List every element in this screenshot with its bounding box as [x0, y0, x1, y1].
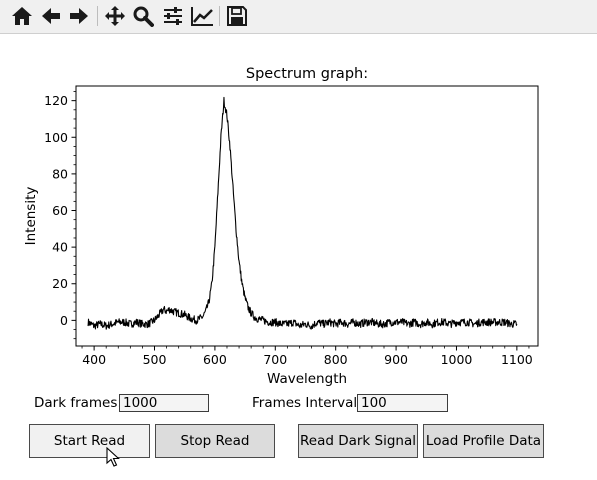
y-tick-label: 20 — [52, 276, 68, 291]
x-tick-label: 600 — [203, 352, 227, 367]
x-tick-label: 700 — [263, 352, 287, 367]
back-arrow-icon[interactable] — [39, 4, 63, 28]
plot-frame — [75, 85, 539, 347]
y-tick-label: 100 — [44, 130, 68, 145]
x-tick-label: 400 — [82, 352, 106, 367]
chart-title: Spectrum graph: — [246, 66, 368, 82]
y-tick-label: 120 — [44, 93, 68, 108]
x-tick-label: 1100 — [501, 352, 533, 367]
dark-frames-label: Dark frames: — [34, 395, 122, 411]
stop-read-button[interactable]: Stop Read — [155, 424, 275, 458]
save-icon[interactable] — [225, 4, 249, 28]
forward-arrow-icon[interactable] — [67, 4, 91, 28]
x-tick-label: 800 — [324, 352, 348, 367]
frames-interval-label: Frames Interval: — [252, 395, 362, 411]
y-tick-label: 0 — [60, 313, 68, 328]
configure-subplots-icon[interactable] — [161, 4, 185, 28]
navigation-toolbar — [0, 0, 597, 34]
y-tick-label: 80 — [52, 166, 68, 181]
spectrum-line — [87, 96, 518, 330]
load-profile-data-button[interactable]: Load Profile Data — [423, 424, 544, 458]
zoom-icon[interactable] — [131, 4, 155, 28]
x-axis-label: Wavelength — [267, 371, 347, 387]
frames-interval-input[interactable] — [357, 394, 448, 412]
x-tick-label: 900 — [384, 352, 408, 367]
y-tick-label: 60 — [52, 203, 68, 218]
y-tick-label: 40 — [52, 240, 68, 255]
edit-axes-icon[interactable] — [190, 4, 214, 28]
spectrum-figure: Spectrum graph: Wavelength Intensity 400 500… — [0, 34, 597, 394]
x-tick-label: 1000 — [441, 352, 473, 367]
y-axis-label: Intensity — [23, 187, 39, 246]
start-read-button[interactable]: Start Read — [29, 424, 150, 458]
toolbar-separator — [97, 6, 98, 26]
home-icon[interactable] — [10, 4, 34, 28]
pan-icon[interactable] — [103, 4, 127, 28]
mouse-pointer-icon — [106, 447, 120, 467]
x-tick-label: 500 — [143, 352, 167, 367]
dark-frames-input[interactable] — [119, 394, 209, 412]
read-dark-signal-button[interactable]: Read Dark Signal — [298, 424, 418, 458]
toolbar-separator — [219, 6, 220, 26]
